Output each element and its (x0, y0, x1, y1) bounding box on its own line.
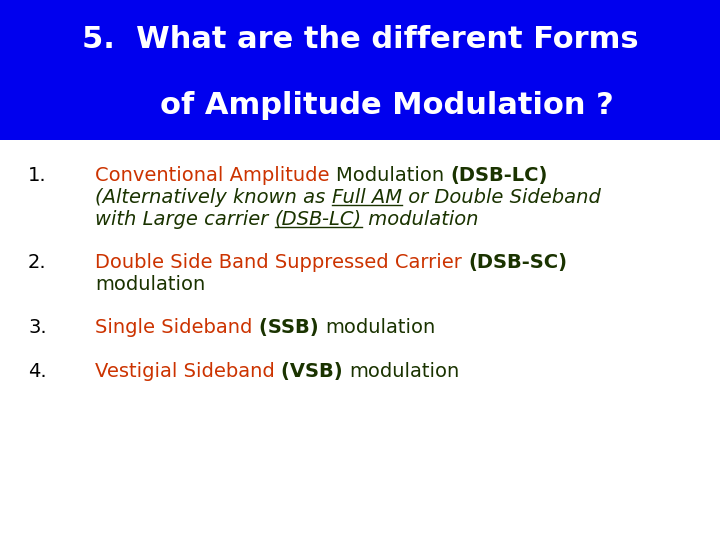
Text: (SSB): (SSB) (258, 318, 325, 338)
Text: (VSB): (VSB) (281, 362, 349, 381)
Text: modulation: modulation (95, 275, 205, 294)
Text: (Alternatively known as: (Alternatively known as (95, 188, 331, 207)
Text: modulation: modulation (349, 362, 459, 381)
Text: 1.: 1. (28, 166, 47, 185)
Text: modulation: modulation (361, 210, 478, 229)
Text: (DSB-SC): (DSB-SC) (468, 253, 567, 272)
Text: of Amplitude Modulation ?: of Amplitude Modulation ? (107, 91, 613, 120)
Text: Conventional Amplitude: Conventional Amplitude (95, 166, 336, 185)
Text: (DSB-LC): (DSB-LC) (274, 210, 361, 229)
Text: 4.: 4. (28, 362, 47, 381)
Text: Double Side Band Suppressed Carrier: Double Side Band Suppressed Carrier (95, 253, 468, 272)
Text: or Double Sideband: or Double Sideband (402, 188, 600, 207)
Text: Vestigial Sideband: Vestigial Sideband (95, 362, 281, 381)
Text: modulation: modulation (325, 318, 436, 338)
Text: (DSB-LC): (DSB-LC) (450, 166, 547, 185)
Text: Full AM: Full AM (331, 188, 402, 207)
Text: Modulation: Modulation (336, 166, 450, 185)
Text: 3.: 3. (28, 318, 47, 338)
Text: Single Sideband: Single Sideband (95, 318, 258, 338)
Text: 5.  What are the different Forms: 5. What are the different Forms (81, 25, 639, 54)
Text: 2.: 2. (28, 253, 47, 272)
Text: with Large carrier: with Large carrier (95, 210, 274, 229)
Bar (0, 0, 720, 140)
